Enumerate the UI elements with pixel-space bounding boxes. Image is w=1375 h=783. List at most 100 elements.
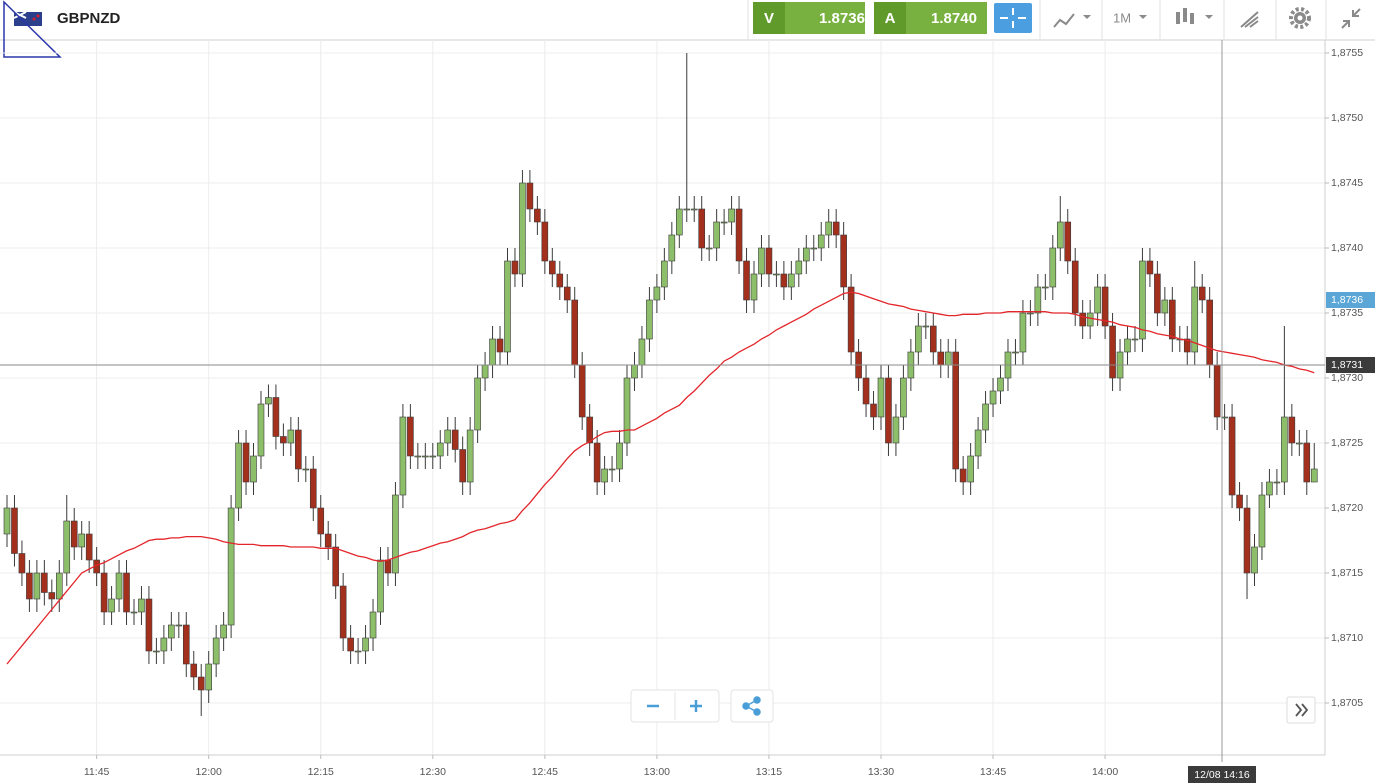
candle-body (504, 260, 511, 353)
candle-body (788, 273, 795, 288)
candle-body (773, 273, 780, 276)
candle-body (250, 455, 257, 483)
timeframe[interactable]: 1M (1113, 10, 1131, 25)
candle-body (496, 338, 504, 353)
candle-body (459, 449, 466, 483)
share-button[interactable] (742, 696, 761, 716)
candle-body (280, 436, 287, 444)
price-marker (1326, 292, 1375, 308)
candle-body (265, 397, 272, 405)
candle-body (41, 572, 48, 593)
timeframe-caret (1139, 15, 1147, 19)
zoom-controls (630, 689, 774, 723)
candle-body (444, 429, 452, 444)
candle-body (339, 585, 347, 639)
candle-body (743, 260, 750, 301)
candle-body (959, 468, 967, 483)
y-tick-label: 1,8725 (1331, 437, 1363, 449)
candle-body (661, 260, 668, 288)
candle-body (593, 442, 601, 483)
candle-body (309, 468, 317, 509)
symbol: GBPNZD (57, 10, 121, 27)
candle-body (242, 442, 250, 483)
candle-body (608, 468, 616, 471)
candle-body (26, 572, 33, 600)
candle-body (1154, 273, 1161, 314)
candle-body (18, 553, 26, 574)
candle-body (735, 208, 743, 262)
candle-body (944, 351, 952, 366)
candle-body (511, 260, 519, 275)
y-tick-label: 1,8710 (1331, 632, 1363, 644)
x-tick-label: 12:15 (308, 766, 334, 778)
candle-body (78, 533, 85, 548)
ask-price: 1.8740 (931, 10, 977, 27)
moving-average-line (6, 291, 1315, 665)
candle-body (795, 260, 803, 275)
zoom-in[interactable] (690, 700, 702, 712)
candle-body (414, 455, 422, 458)
candle-body (1281, 416, 1288, 483)
candle-body (1206, 299, 1213, 366)
candle-body (302, 468, 310, 471)
candle-body (825, 221, 833, 236)
y-tick-label: 1,8730 (1331, 372, 1363, 384)
y-tick-label: 1,8715 (1331, 567, 1363, 579)
candle-body (257, 403, 265, 457)
candle-body (638, 338, 646, 366)
candle-body (810, 247, 818, 250)
candle-body (1266, 481, 1273, 496)
candle-body (885, 377, 892, 444)
candle-body (48, 592, 56, 600)
ask-button[interactable]: A 1.8740 (874, 2, 987, 34)
candle-body (1079, 312, 1086, 327)
candle-body (623, 377, 631, 444)
candle-body (130, 611, 138, 614)
candle-body (1064, 221, 1072, 262)
candle-body (1049, 247, 1057, 288)
candle-body (758, 247, 765, 275)
candle-body (362, 637, 369, 652)
candle-body (153, 650, 160, 653)
x-tick-label: 13:00 (644, 766, 670, 778)
candle-body (929, 325, 937, 353)
candle-body (750, 273, 758, 301)
candle-body (1109, 325, 1116, 379)
y-tick-label: 1,8750 (1331, 112, 1363, 124)
collapse-button[interactable] (1341, 8, 1361, 29)
scroll-end-button[interactable] (1286, 696, 1316, 724)
candle-body (489, 338, 496, 366)
candle-body (1056, 221, 1064, 249)
candle-body (556, 273, 564, 288)
candle-body (832, 221, 840, 236)
candle-body (422, 455, 429, 458)
candle-body (1310, 468, 1318, 483)
candle-body (429, 455, 437, 458)
crosshair-button[interactable] (994, 3, 1032, 33)
candle-body (100, 572, 108, 613)
indicators-button[interactable] (1053, 13, 1091, 28)
candle-body (1071, 260, 1079, 314)
settings-button[interactable] (1289, 7, 1311, 29)
candle-body (1027, 312, 1034, 315)
candle-body (1221, 416, 1228, 419)
candle-body (1251, 546, 1258, 574)
x-tick-label: 12:45 (532, 766, 558, 778)
candle-body (817, 234, 825, 249)
candle-body (70, 520, 78, 548)
candle-body (534, 208, 541, 223)
bid-button[interactable]: V 1.8736 (753, 2, 865, 34)
y-tick-label: 1,8745 (1331, 177, 1363, 189)
candle-body (436, 442, 444, 457)
candle-body (115, 572, 123, 600)
x-tick-label: 12:00 (196, 766, 222, 778)
chart-type-button[interactable] (1176, 8, 1213, 24)
candle-body (967, 455, 974, 483)
candle-body (466, 429, 474, 483)
price-marker (1326, 357, 1375, 373)
candle-body (1101, 286, 1109, 327)
candle-body (295, 429, 302, 470)
candle-body (197, 676, 205, 691)
candle-body (952, 351, 959, 470)
draw-button[interactable] (1240, 11, 1259, 28)
